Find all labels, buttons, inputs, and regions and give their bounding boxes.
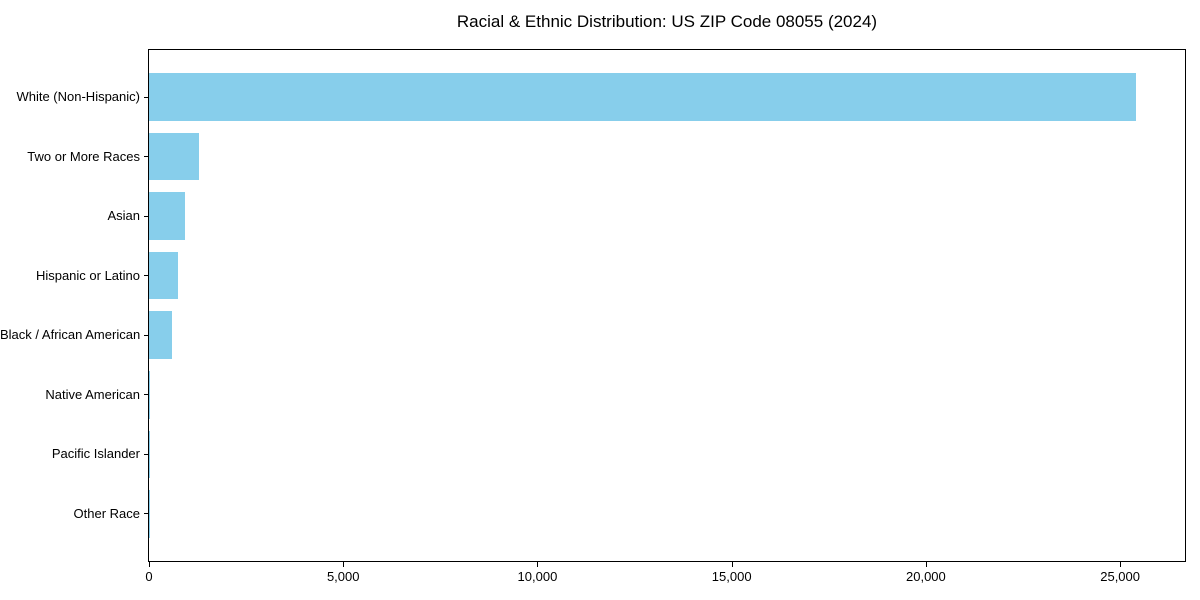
plot-area	[148, 49, 1186, 562]
y-tick-label: Asian	[107, 208, 140, 224]
chart-title: Racial & Ethnic Distribution: US ZIP Cod…	[456, 12, 878, 31]
chart-bar	[149, 251, 179, 300]
y-tick-label: Black / African American	[0, 327, 141, 343]
x-tick-label: 20,000	[906, 569, 946, 584]
chart-bar	[149, 371, 151, 419]
chart-bar	[149, 132, 199, 181]
y-tick-mark	[144, 215, 149, 217]
y-tick-label: Other Race	[73, 505, 140, 521]
x-tick-label: 10,000	[517, 569, 558, 584]
y-tick-mark	[144, 453, 149, 455]
y-tick-label: Pacific Islander	[51, 446, 140, 462]
chart-bar	[149, 430, 150, 479]
y-tick-label: Hispanic or Latino	[35, 267, 140, 283]
chart-bar	[149, 192, 185, 240]
x-tick-mark	[1120, 562, 1122, 567]
y-tick-mark	[144, 394, 149, 396]
x-tick-label: 15,000	[711, 569, 752, 584]
y-tick-mark	[144, 156, 149, 158]
x-tick-label: 0	[145, 569, 153, 584]
y-tick-label: White (Non-Hispanic)	[16, 89, 140, 104]
chart-bar	[149, 311, 173, 360]
x-tick-label: 5,000	[326, 569, 360, 584]
y-tick-label: Two or More Races	[27, 148, 140, 164]
x-tick-mark	[343, 562, 345, 567]
chart-bar	[149, 73, 1136, 121]
y-tick-mark	[144, 275, 149, 277]
y-tick-mark	[144, 334, 149, 336]
y-tick-label: Native American	[45, 386, 140, 402]
x-tick-mark	[925, 562, 927, 567]
x-tick-mark	[731, 562, 733, 567]
y-tick-mark	[144, 96, 149, 98]
x-tick-mark	[149, 562, 150, 567]
x-tick-label: 25,000	[1100, 569, 1140, 584]
x-tick-mark	[537, 562, 539, 567]
y-tick-mark	[144, 513, 149, 515]
